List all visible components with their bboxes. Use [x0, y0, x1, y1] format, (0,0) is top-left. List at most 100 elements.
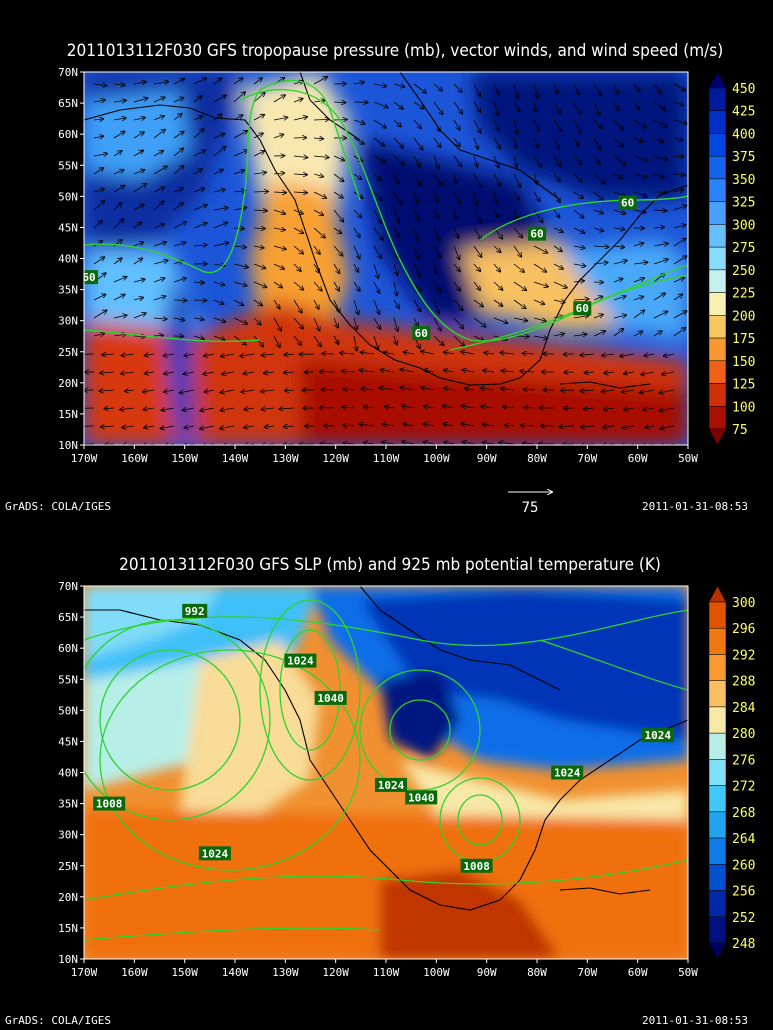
contour-label-text: 1024 [202, 847, 229, 860]
wind-vector [173, 98, 184, 103]
wind-vector [153, 242, 166, 247]
contour-labels: 60 60 60 60 60 [84, 195, 637, 341]
wind-vector [203, 372, 215, 374]
contour-label-text: 992 [185, 605, 205, 618]
wind-vector [494, 191, 497, 203]
wind-vector [193, 205, 207, 211]
colorbar-segment [708, 759, 727, 786]
wind-vector [613, 279, 623, 282]
wind-vector [573, 137, 578, 146]
contour-label: 1024 [641, 728, 674, 743]
colorbar-segment [708, 916, 727, 944]
wind-vector [143, 390, 155, 392]
wind-vector [593, 155, 600, 164]
lat-tick-label: 45N [58, 735, 78, 748]
wind-vector [513, 101, 520, 111]
wind-vector [221, 408, 235, 411]
contour-label: 992 [182, 603, 208, 618]
wind-vector [523, 443, 535, 444]
wind-vector [613, 83, 618, 94]
wind-vector [433, 209, 439, 218]
wind-vector [93, 84, 106, 86]
wind-vector [433, 281, 440, 292]
wind-vector [153, 166, 167, 175]
lon-tick-label: 100W [423, 452, 450, 465]
wind-vector [193, 336, 204, 339]
wind-vector [433, 137, 441, 147]
wind-vector [373, 299, 379, 314]
wind-vector [433, 335, 444, 345]
lat-tick-label: 10N [58, 439, 78, 452]
wind-vector [493, 101, 498, 115]
colorbar-segment [708, 706, 727, 734]
colorbar-label: 292 [732, 648, 755, 663]
lat-tick-label: 45N [58, 221, 78, 234]
wind-vector [659, 389, 675, 393]
wind-vector [164, 354, 175, 356]
wind-vector [453, 245, 459, 259]
wind-vector [193, 300, 206, 301]
wind-vector [333, 209, 343, 222]
wind-vector [93, 119, 103, 120]
wind-vector [413, 137, 423, 150]
wind-vector [273, 263, 284, 269]
wind-vector [413, 155, 420, 167]
wind-vector [673, 102, 683, 105]
wind-vector [213, 114, 222, 121]
colorbar-label: 400 [732, 127, 755, 142]
wind-vector [173, 278, 186, 283]
colorbar-label: 350 [732, 173, 755, 188]
wind-vector [533, 83, 538, 98]
wind-vector [613, 155, 626, 165]
wind-vector [153, 224, 164, 229]
wind-vector [113, 277, 127, 283]
contour-label: 1008 [460, 858, 493, 873]
wind-vector [253, 210, 267, 211]
wind-vector [262, 408, 275, 410]
lat-tick-label: 30N [58, 315, 78, 328]
wind-vector [113, 295, 125, 301]
wind-vector [573, 173, 582, 182]
wind-vector [153, 201, 164, 211]
colorbar-label: 100 [732, 400, 755, 415]
wind-vector [462, 370, 475, 372]
lon-tick-label: 60W [628, 966, 648, 979]
map-area: 60 60 60 60 60 [84, 72, 688, 445]
wind-vector [602, 390, 615, 392]
wind-vector [393, 173, 399, 184]
wind-vector [193, 188, 204, 193]
lon-tick-label: 140W [222, 966, 249, 979]
wind-vector [461, 406, 475, 408]
wind-vector [673, 294, 682, 301]
wind-vector [493, 137, 500, 149]
wind-vector [473, 173, 481, 187]
wind-vector [523, 353, 535, 354]
contour-label-bg [618, 195, 637, 210]
wind-vector [153, 97, 165, 103]
wind-vector [513, 191, 519, 200]
wind-vector [313, 156, 329, 158]
wind-vector [673, 205, 686, 211]
colorbar-segment [708, 732, 727, 760]
wind-vector [373, 119, 386, 128]
contour-label-bg [375, 777, 408, 792]
wind-vector [213, 95, 226, 103]
wind-vector [633, 83, 640, 92]
wind-vector [293, 192, 307, 193]
wind-vector [113, 84, 124, 85]
wind-vector [613, 315, 626, 318]
wind-vector [273, 134, 283, 139]
wind-vector [213, 78, 222, 85]
wind-vector [573, 246, 585, 248]
wind-vector [573, 299, 588, 300]
wind-vector [344, 443, 355, 444]
wind-vector [153, 260, 167, 265]
colorbar-end-top [708, 71, 727, 89]
wind-vector [533, 317, 546, 321]
wind-vector [553, 101, 560, 114]
wind-vector [633, 137, 643, 142]
wind-vector [505, 425, 515, 426]
wind-vector [453, 191, 460, 204]
wind-vector [243, 372, 255, 374]
